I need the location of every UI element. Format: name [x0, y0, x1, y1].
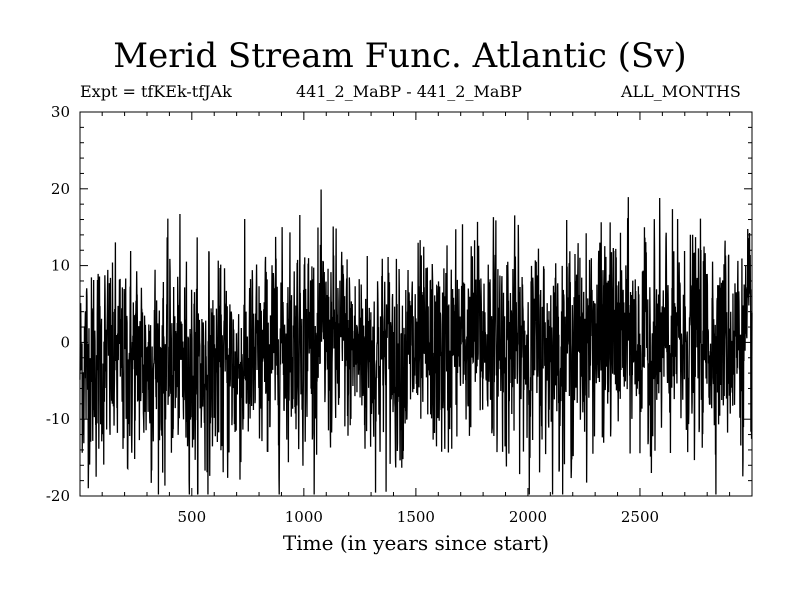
period-label: ALL_MONTHS: [621, 82, 741, 101]
y-tick-label: 20: [51, 180, 70, 198]
x-tick-label: 1500: [397, 508, 435, 526]
x-tick-label: 1000: [285, 508, 323, 526]
series-line: [79, 189, 753, 495]
x-tick-label: 500: [177, 508, 206, 526]
x-tick-label: 2500: [621, 508, 659, 526]
y-tick-label: 10: [51, 257, 70, 275]
y-tick-label: -20: [46, 487, 70, 505]
experiment-label: Expt = tfKEk-tfJAk: [80, 82, 232, 101]
y-tick-label: -10: [46, 410, 70, 428]
x-axis-label: Time (in years since start): [283, 531, 549, 555]
y-tick-label: 0: [60, 333, 70, 351]
y-tick-label: 30: [51, 103, 70, 121]
x-tick-label: 2000: [509, 508, 547, 526]
chart-title: Merid Stream Func. Atlantic (Sv): [113, 36, 687, 76]
run-label: 441_2_MaBP - 441_2_MaBP: [296, 82, 522, 101]
